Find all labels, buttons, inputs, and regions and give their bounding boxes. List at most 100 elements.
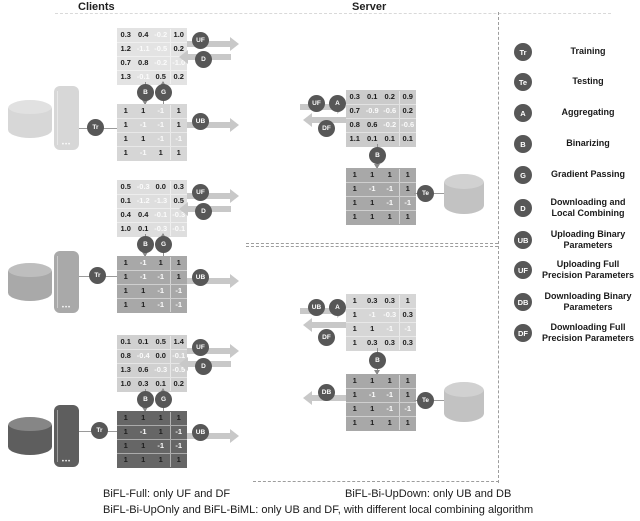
matrix-cell: -1 <box>398 323 417 336</box>
server-bottom-database-icon <box>444 382 484 422</box>
matrix-cell: 0.8 <box>349 120 360 129</box>
legend-gradient-badge: G <box>514 166 532 184</box>
matrix-cell: 1 <box>169 257 188 270</box>
matrix-cell: 1 <box>352 376 357 385</box>
matrix-cell: 1 <box>370 212 375 221</box>
client1-training-badge: Tr <box>87 119 104 136</box>
legend-download-full-label: Downloading Full Precision Parameters <box>541 321 635 343</box>
client1-download-badge: D <box>195 51 212 68</box>
matrix-cell: -0.3 <box>383 310 397 319</box>
matrix-row: 0.1 -1.2 -1.3 0.5 <box>117 195 187 209</box>
matrix-row: 1 1 -1 -1 <box>117 299 187 312</box>
matrix-cell: -1 <box>398 197 417 210</box>
matrix-cell: 1 <box>169 271 188 284</box>
matrix-cell: 1 <box>370 418 375 427</box>
matrix-cell: -1 <box>398 403 417 416</box>
matrix-cell: -0.3 <box>154 224 168 233</box>
matrix-cell: -1 <box>169 285 188 298</box>
matrix-cell: 0.4 <box>138 30 149 39</box>
legend-gradient-label: Gradient Passing <box>550 169 626 180</box>
caption-bifl-bi-uponly: BiFL-Bi-UpOnly and BiFL-BiML: only UB an… <box>103 504 534 516</box>
matrix-cell: 0.2 <box>169 378 188 391</box>
matrix-row: 1 -1 -0.3 0.3 <box>346 309 416 323</box>
matrix-cell: 1.4 <box>169 336 188 349</box>
matrix-cell: 1 <box>141 441 146 450</box>
matrix-cell: -1 <box>368 310 376 319</box>
client1-binary-matrix: 1 1 -1 1 1 -1 -1 1 1 1 -1 -1 1 -1 1 1 <box>117 104 187 161</box>
matrix-cell: -1.2 <box>136 196 150 205</box>
matrix-cell: 1 <box>387 212 392 221</box>
matrix-cell: 1 <box>398 417 417 430</box>
server-bottom-binarize-badge: B <box>369 352 386 369</box>
legend-testing-label: Testing <box>572 76 604 87</box>
matrix-cell: 1 <box>123 286 128 295</box>
matrix-cell: -0.2 <box>383 120 397 129</box>
matrix-cell: -1 <box>386 324 394 333</box>
matrix-cell: 1 <box>352 324 357 333</box>
matrix-row: 0.1 0.1 0.5 1.4 <box>117 336 187 350</box>
matrix-cell: 1 <box>123 134 128 143</box>
matrix-row: 1 1 -1 -1 <box>117 440 187 454</box>
client2-download-badge: D <box>195 203 212 220</box>
matrix-cell: 1 <box>398 375 417 388</box>
matrix-cell: -0.6 <box>398 119 417 132</box>
matrix-cell: 1 <box>352 212 357 221</box>
matrix-cell: 1 <box>387 418 392 427</box>
matrix-cell: 1 <box>352 390 357 399</box>
matrix-row: 1 1 -1 1 <box>117 105 187 119</box>
matrix-cell: 0.9 <box>398 91 417 104</box>
matrix-cell: 1 <box>158 258 163 267</box>
matrix-cell: -1 <box>368 184 376 193</box>
matrix-cell: -0.1 <box>136 72 150 81</box>
server-top-full-matrix: 0.3 0.1 0.2 0.9 0.7 -0.9 -0.6 0.2 0.8 0.6 -0.2 -0.6… <box>346 90 416 147</box>
server-top-aggregate-badge: A <box>329 95 346 112</box>
matrix-cell: 1 <box>158 427 163 436</box>
matrix-cell: 1.3 <box>120 365 131 374</box>
matrix-cell: -0.1 <box>169 350 188 363</box>
matrix-cell: -0.3 <box>154 365 168 374</box>
matrix-cell: -0.3 <box>169 209 188 222</box>
server-bottom-upload-binary-badge: UB <box>308 299 325 316</box>
matrix-cell: -0.5 <box>154 44 168 53</box>
legend-binarizing-badge: B <box>514 135 532 153</box>
matrix-cell: -1 <box>386 404 394 413</box>
server-bottom-download-binary-badge: DB <box>318 384 335 401</box>
matrix-row: 1 -1 -1 1 <box>117 119 187 133</box>
divider-server-mid-2 <box>246 246 498 247</box>
client2-database-icon <box>8 263 52 301</box>
matrix-row: 1.0 0.3 0.1 0.2 <box>117 378 187 391</box>
matrix-cell: 1 <box>123 441 128 450</box>
matrix-row: 1.1 0.1 0.1 0.1 <box>346 133 416 146</box>
matrix-cell: 0.3 <box>384 338 395 347</box>
matrix-cell: -0.1 <box>154 210 168 219</box>
server-top-testing-badge: Te <box>417 185 434 202</box>
matrix-cell: 0.1 <box>138 224 149 233</box>
matrix-row: 0.7 0.8 -0.2-1.0 <box>117 57 187 71</box>
client2-device-icon <box>54 251 79 313</box>
matrix-cell: 0.7 <box>120 58 131 67</box>
matrix-cell: 0.7 <box>349 106 360 115</box>
matrix-cell: 1 <box>158 148 163 157</box>
divider-server-mid-1 <box>246 243 498 244</box>
matrix-cell: 0.5 <box>155 337 166 346</box>
matrix-cell: 1 <box>398 389 417 402</box>
matrix-cell: 0.3 <box>138 379 149 388</box>
matrix-cell: 0.2 <box>169 43 188 56</box>
matrix-cell: -1 <box>368 390 376 399</box>
matrix-cell: -0.6 <box>383 106 397 115</box>
legend-binarizing-label: Binarizing <box>566 138 610 149</box>
matrix-cell: 1 <box>141 413 146 422</box>
legend-download-binary-badge: DB <box>514 293 532 311</box>
matrix-cell: 0.0 <box>155 351 166 360</box>
server-top-binarize-badge: B <box>369 147 386 164</box>
matrix-cell: -1 <box>139 148 147 157</box>
matrix-cell: -1.3 <box>154 196 168 205</box>
matrix-cell: 1 <box>123 120 128 129</box>
client3-binarize-badge: B <box>137 391 154 408</box>
legend-upload-full-label: Uploading Full Precision Parameters <box>541 258 635 280</box>
client1-binarize-badge: B <box>137 84 154 101</box>
client2-binary-matrix: 1 -1 1 1 1 -1 -1 1 1 1 -1 -1 1 1 -1 -1 <box>117 256 187 313</box>
matrix-cell: 1 <box>123 258 128 267</box>
